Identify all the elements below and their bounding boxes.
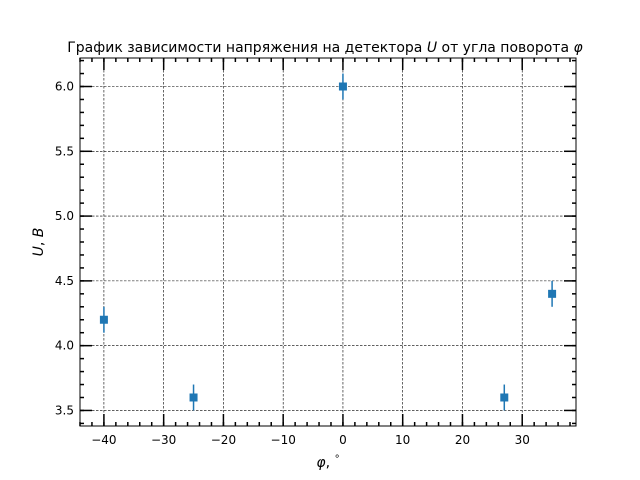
- x-tick-label: −40: [91, 433, 116, 447]
- y-tick-label: 5.5: [55, 144, 74, 158]
- square-marker: [548, 289, 557, 298]
- square-marker: [500, 393, 509, 402]
- square-marker: [189, 393, 198, 402]
- x-tick-label: 10: [395, 433, 410, 447]
- grid: [80, 58, 576, 426]
- x-tick-label: 20: [455, 433, 470, 447]
- ticks: [79, 58, 576, 426]
- y-tick-label: 4.0: [55, 339, 74, 353]
- x-axis-label: φ, °: [316, 454, 339, 472]
- x-tick-label: 30: [515, 433, 530, 447]
- x-tick-label: −10: [271, 433, 296, 447]
- square-marker: [99, 315, 108, 324]
- x-tick-label: −20: [211, 433, 236, 447]
- square-marker: [338, 82, 347, 91]
- x-tick-label: −30: [151, 433, 176, 447]
- data-point: [548, 280, 557, 307]
- y-axis-label: U, B: [31, 228, 47, 257]
- y-tick-label: 3.5: [55, 403, 74, 417]
- data-point: [99, 306, 108, 333]
- plot-frame: [79, 57, 577, 427]
- y-tick-label: 6.0: [55, 80, 74, 94]
- data-point: [189, 384, 198, 411]
- chart-title: График зависимости напряжения на детекто…: [67, 40, 583, 56]
- tick-labels: −40 −30 −20 −10 0 10 20 30 3.5 4.0 4.5 5.0 5.5 6.0: [55, 80, 530, 447]
- x-tick-label: 0: [339, 433, 347, 447]
- data-point: [338, 73, 347, 100]
- y-tick-label: 5.0: [55, 209, 74, 223]
- y-tick-label: 4.5: [55, 274, 74, 288]
- data-points: [99, 73, 557, 411]
- data-point: [500, 384, 509, 411]
